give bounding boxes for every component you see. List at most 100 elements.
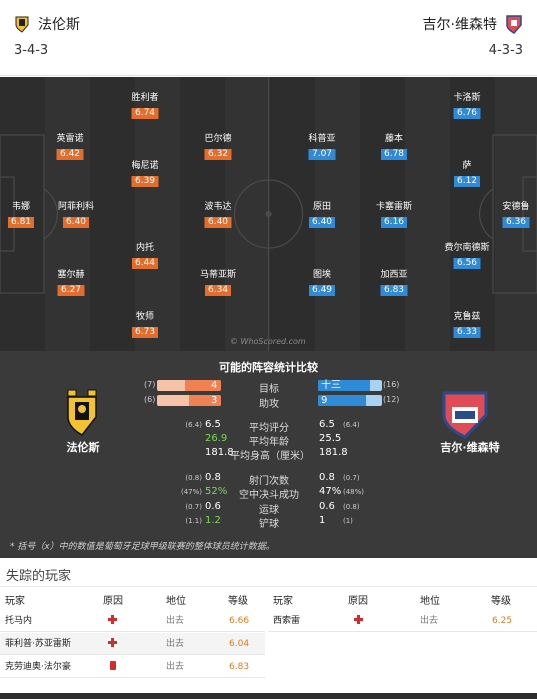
player-name[interactable]: 托马内 — [5, 616, 33, 626]
player-name: 萨 — [462, 161, 472, 171]
player-name: 马蒂亚斯 — [199, 270, 237, 280]
pitch-stripe — [225, 77, 270, 351]
away-player[interactable]: 费尔南德斯 6.56 — [444, 243, 490, 269]
home-player[interactable]: 阿菲利科 6.40 — [58, 202, 94, 228]
away-player[interactable]: 原田 6.40 — [308, 202, 336, 228]
player-name: 胜利者 — [131, 93, 159, 103]
home-player[interactable]: 英雷诺 6.42 — [56, 134, 84, 160]
stat-row: (1.1) 1.2 铲球 1 (1) — [0, 515, 537, 530]
player-rating: 6.16 — [380, 217, 408, 228]
table-row[interactable]: 菲利普·苏亚雷斯 出去 6.04 — [0, 633, 265, 655]
home-player[interactable]: 梅尼诺 6.39 — [131, 161, 159, 187]
away-player[interactable]: 卡洛斯 6.76 — [453, 93, 481, 119]
home-player[interactable]: 牧师 6.73 — [131, 312, 159, 338]
status: 出去 — [166, 662, 185, 672]
stat-label: 平均身高（厘米） — [230, 451, 310, 462]
away-player[interactable]: 卡塞雷斯 6.16 — [376, 202, 412, 228]
away-formation: 4-3-3 — [488, 43, 523, 58]
away-player[interactable]: 克鲁兹 6.33 — [453, 312, 481, 338]
away-player[interactable]: 图埃 6.49 — [308, 270, 336, 296]
player-name[interactable]: 克劳迪奥·法尔豪 — [5, 662, 71, 672]
rating: 6.66 — [229, 616, 250, 626]
home-bar — [157, 395, 221, 406]
home-team-name[interactable]: 法伦斯 — [38, 17, 80, 33]
divider — [0, 586, 537, 587]
home-player[interactable]: 波韦达 6.40 — [204, 202, 232, 228]
player-rating: 6.34 — [204, 285, 232, 296]
player-name: 英雷诺 — [56, 134, 84, 144]
player-name: 内托 — [135, 243, 155, 253]
player-name: 牧师 — [135, 312, 155, 322]
player-rating: 6.39 — [131, 176, 159, 187]
stat-label: 铲球 — [259, 519, 279, 530]
player-rating: 6.40 — [62, 217, 90, 228]
player-name: 费尔南德斯 — [444, 243, 490, 253]
player-name: 卡塞雷斯 — [375, 202, 413, 212]
player-name: 卡洛斯 — [453, 93, 481, 103]
col-status: 地位 — [420, 596, 440, 607]
player-name[interactable]: 菲利普·苏亚雷斯 — [5, 639, 71, 649]
away-player[interactable]: 萨 6.12 — [453, 161, 481, 187]
player-name: 巴尔德 — [204, 134, 232, 144]
injury-icon — [108, 615, 117, 624]
home-league-value: (0.8) — [185, 474, 202, 482]
home-player[interactable]: 内托 6.44 — [131, 243, 159, 269]
home-league-value: (1.1) — [185, 517, 202, 525]
home-player[interactable]: 巴尔德 6.32 — [204, 134, 232, 160]
away-team-name[interactable]: 吉尔·维森特 — [422, 17, 497, 33]
away-crest-large-icon — [440, 387, 500, 441]
injury-icon — [108, 638, 117, 647]
player-name: 加西亚 — [380, 270, 408, 280]
table-row[interactable]: 西索雷 出去 6.25 — [268, 610, 537, 632]
home-value: 181.8 — [205, 447, 234, 458]
stat-row: (0.8) 0.8 射门次数 0.8 (0.7) — [0, 472, 537, 487]
home-formation: 3-4-3 — [14, 43, 49, 58]
home-player[interactable]: 胜利者 6.74 — [131, 93, 159, 119]
stat-row: 26.9 平均年龄 25.5 — [0, 433, 537, 448]
watermark: © WhoScored.com — [230, 337, 306, 346]
away-value: 十三 — [321, 380, 341, 391]
away-value: 25.5 — [319, 433, 342, 444]
col-rating: 等级 — [228, 596, 248, 607]
player-rating: 6.32 — [204, 149, 232, 160]
player-rating: 6.74 — [131, 108, 159, 119]
away-player[interactable]: 藤本 6.78 — [380, 134, 408, 160]
home-value: 52% — [205, 486, 228, 497]
away-league-value: (0.8) — [343, 503, 360, 511]
assists-bar-row: (6) 3 助攻 9 (12) — [0, 395, 537, 410]
home-player[interactable]: 塞尔赫 6.27 — [57, 270, 85, 296]
away-crest-icon — [506, 15, 522, 34]
table-row[interactable]: 托马内 出去 6.66 — [0, 610, 265, 632]
footer-bar — [0, 693, 537, 699]
player-name[interactable]: 西索雷 — [273, 616, 301, 626]
away-team-name: 吉尔·维森特 — [440, 441, 500, 454]
pitch-stripe — [135, 77, 180, 351]
away-value: 0.8 — [319, 472, 335, 483]
home-player[interactable]: 马蒂亚斯 6.34 — [200, 270, 236, 296]
away-player[interactable]: 加西亚 6.83 — [380, 270, 408, 296]
player-rating: 6.42 — [56, 149, 84, 160]
home-player[interactable]: 韦娜 6.81 — [7, 202, 35, 228]
stat-row: (0.7) 0.6 运球 0.6 (0.8) — [0, 501, 537, 516]
pitch-stripe — [315, 77, 360, 351]
home-team[interactable]: 法伦斯 — [14, 14, 80, 34]
home-value: 6.5 — [205, 419, 221, 430]
away-league-value: (6.4) — [343, 421, 360, 429]
col-reason: 原因 — [103, 596, 123, 607]
away-league-value: (0.7) — [343, 474, 360, 482]
rating: 6.25 — [492, 616, 513, 626]
stats-footnote: * 括号（x）中的数值是葡萄牙足球甲级联赛的整体球员统计数据。 — [10, 542, 275, 552]
player-rating: 6.76 — [453, 108, 481, 119]
away-player[interactable]: 科普亚 7.07 — [308, 134, 336, 160]
player-name: 塞尔赫 — [57, 270, 85, 280]
player-rating: 6.12 — [453, 176, 481, 187]
stat-label: 射门次数 — [249, 476, 289, 487]
away-value: 1 — [319, 515, 326, 526]
away-team[interactable]: 吉尔·维森特 — [423, 14, 523, 34]
player-rating: 6.33 — [453, 327, 481, 338]
table-row[interactable]: 克劳迪奥·法尔豪 出去 6.83 — [0, 656, 265, 678]
home-crest-icon — [15, 16, 29, 33]
stat-row: 181.8 平均身高（厘米） 181.8 — [0, 447, 537, 462]
away-player[interactable]: 安德鲁 6.36 — [502, 202, 530, 228]
away-bar — [318, 395, 382, 406]
